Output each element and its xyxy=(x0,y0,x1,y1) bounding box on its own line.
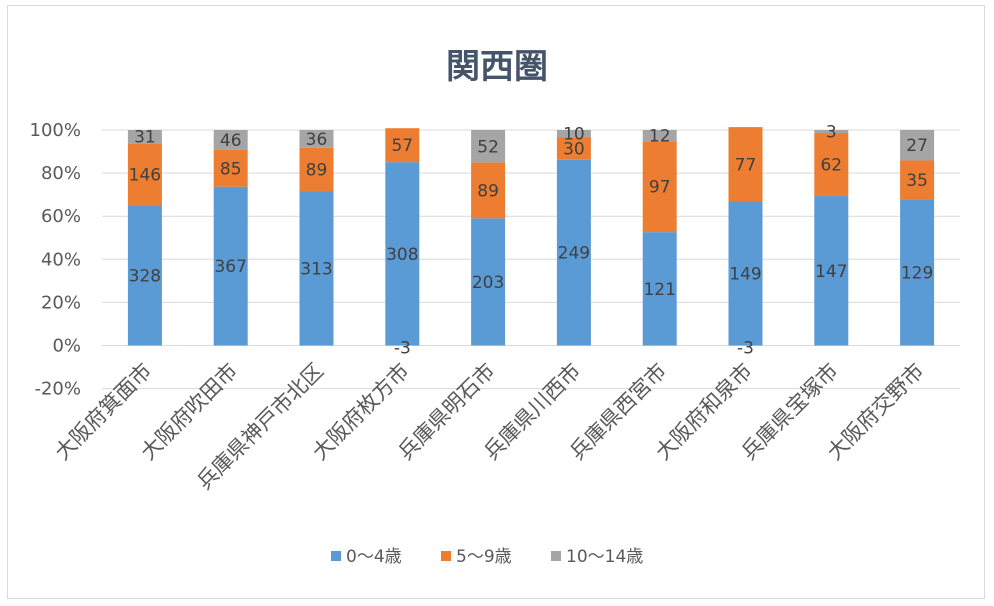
data-label: 62 xyxy=(820,156,842,176)
data-labels: 328 146 31 367 85 46 313 89 36 308 57 -3 203 89 52 249 3… xyxy=(129,123,934,359)
data-label: 3 xyxy=(826,123,837,143)
bar-segment xyxy=(556,137,591,160)
bar-segment xyxy=(127,143,162,206)
bar-segment xyxy=(814,130,849,134)
x-axis: 大阪府箕面市大阪府吹田市兵庫県神戸市北区大阪府枚方市兵庫県明石市兵庫県川西市兵庫… xyxy=(50,359,928,495)
data-label: 367 xyxy=(214,257,246,277)
data-label: 57 xyxy=(391,136,413,156)
bar-segment xyxy=(299,130,334,148)
bar-segment xyxy=(213,186,248,346)
y-tick-label: -20% xyxy=(34,379,81,400)
bar-segment xyxy=(814,133,849,197)
y-tick-label: 20% xyxy=(41,292,81,313)
data-label: 313 xyxy=(300,260,332,280)
data-label: 12 xyxy=(649,127,671,147)
data-label: 149 xyxy=(729,265,761,285)
data-label: 89 xyxy=(306,161,328,181)
y-tick-label: 100% xyxy=(30,120,81,141)
bar-segment xyxy=(299,147,334,192)
bar-segment xyxy=(642,130,677,142)
data-label: 77 xyxy=(735,155,757,175)
y-tick-label: 80% xyxy=(41,163,81,184)
y-tick-label: 40% xyxy=(41,249,81,270)
bar-segment xyxy=(385,162,420,346)
legend-label: 10～14歳 xyxy=(566,547,643,567)
data-label: 10 xyxy=(563,125,585,145)
bar-segment xyxy=(728,201,763,346)
data-label: 30 xyxy=(563,140,585,160)
bar-segment xyxy=(642,141,677,233)
y-axis: -20% 0% 20% 40% 60% 80% 100% xyxy=(30,120,81,400)
bar-segment xyxy=(471,130,506,163)
bar-segment xyxy=(213,130,248,150)
bar-segment xyxy=(814,196,849,346)
data-label: 36 xyxy=(306,130,328,150)
chart-frame: 関西圏 -20% 0% 20% 40% 60% 80% 100% 328 146 31 367 85… xyxy=(7,5,985,599)
bar-segment xyxy=(471,162,506,219)
data-label: 146 xyxy=(129,165,161,185)
bar-segment xyxy=(728,127,763,202)
chart-svg: 関西圏 -20% 0% 20% 40% 60% 80% 100% 328 146 31 367 85… xyxy=(30,47,960,567)
bar-segment xyxy=(385,128,420,163)
legend-swatch xyxy=(551,551,561,561)
data-label: 129 xyxy=(901,264,933,284)
bar-segment xyxy=(127,130,162,144)
y-tick-label: 60% xyxy=(41,206,81,227)
data-label: 27 xyxy=(906,136,928,156)
data-label: 249 xyxy=(558,244,590,264)
legend-swatch xyxy=(441,551,451,561)
legend-swatch xyxy=(331,551,341,561)
data-label: 52 xyxy=(477,137,499,157)
bar-segment xyxy=(642,232,677,346)
legend-label: 5～9歳 xyxy=(456,547,512,567)
bar-segment xyxy=(471,218,506,346)
data-label: 328 xyxy=(129,267,161,287)
legend: 0～4歳 5～9歳 10～14歳 xyxy=(331,547,643,567)
data-label: 89 xyxy=(477,181,499,201)
bar-segment xyxy=(900,130,935,161)
bar-segment xyxy=(556,159,591,346)
data-label: 31 xyxy=(134,128,156,148)
y-tick-label: 0% xyxy=(52,336,81,357)
data-label: 46 xyxy=(220,131,242,151)
data-label: -3 xyxy=(394,339,411,359)
chart-title: 関西圏 xyxy=(446,47,548,87)
data-label: 147 xyxy=(815,262,847,282)
legend-label: 0～4歳 xyxy=(346,547,402,567)
bar-segment xyxy=(299,191,334,346)
data-label: 308 xyxy=(386,245,418,265)
data-label: 85 xyxy=(220,159,242,179)
data-label: 35 xyxy=(906,171,928,191)
bar-segment xyxy=(127,205,162,346)
bar-segment xyxy=(900,199,935,346)
bar-segment xyxy=(213,149,248,187)
data-label: -3 xyxy=(737,339,754,359)
data-label: 97 xyxy=(649,178,671,198)
bar-segment xyxy=(900,160,935,200)
data-label: 121 xyxy=(643,280,675,300)
bars xyxy=(127,127,935,346)
data-label: 203 xyxy=(472,273,504,293)
bar-segment xyxy=(556,130,591,138)
